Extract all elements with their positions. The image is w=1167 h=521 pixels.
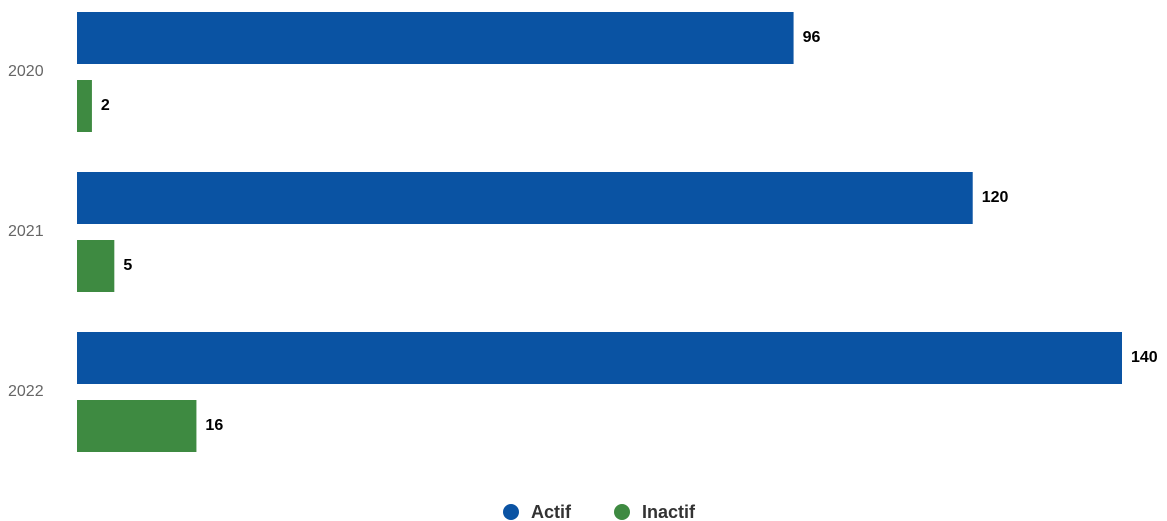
legend-label-inactif: Inactif [642, 502, 696, 521]
category-label-2021: 2021 [8, 223, 44, 240]
bar-actif-2021 [77, 172, 973, 224]
bar-actif-2020 [77, 12, 794, 64]
bar-inactif-2022 [77, 400, 197, 452]
data-label-actif-2022: 140 [1131, 349, 1158, 366]
category-label-2022: 2022 [8, 383, 44, 400]
bar-inactif-2020 [77, 80, 92, 132]
category-label-2020: 2020 [8, 63, 44, 80]
data-label-inactif-2021: 5 [123, 257, 132, 274]
legend-marker-inactif [614, 504, 630, 520]
data-label-inactif-2022: 16 [205, 417, 223, 434]
data-label-actif-2021: 120 [982, 189, 1009, 206]
data-label-inactif-2020: 2 [101, 97, 110, 114]
legend-label-actif: Actif [531, 502, 572, 521]
data-label-actif-2020: 96 [803, 29, 821, 46]
legend-marker-actif [503, 504, 519, 520]
legend: Actif Inactif [503, 502, 696, 521]
bar-inactif-2021 [77, 240, 115, 292]
plot-area: 2020 96 2 2021 120 5 2022 140 16 [8, 12, 1158, 452]
bar-actif-2022 [77, 332, 1122, 384]
